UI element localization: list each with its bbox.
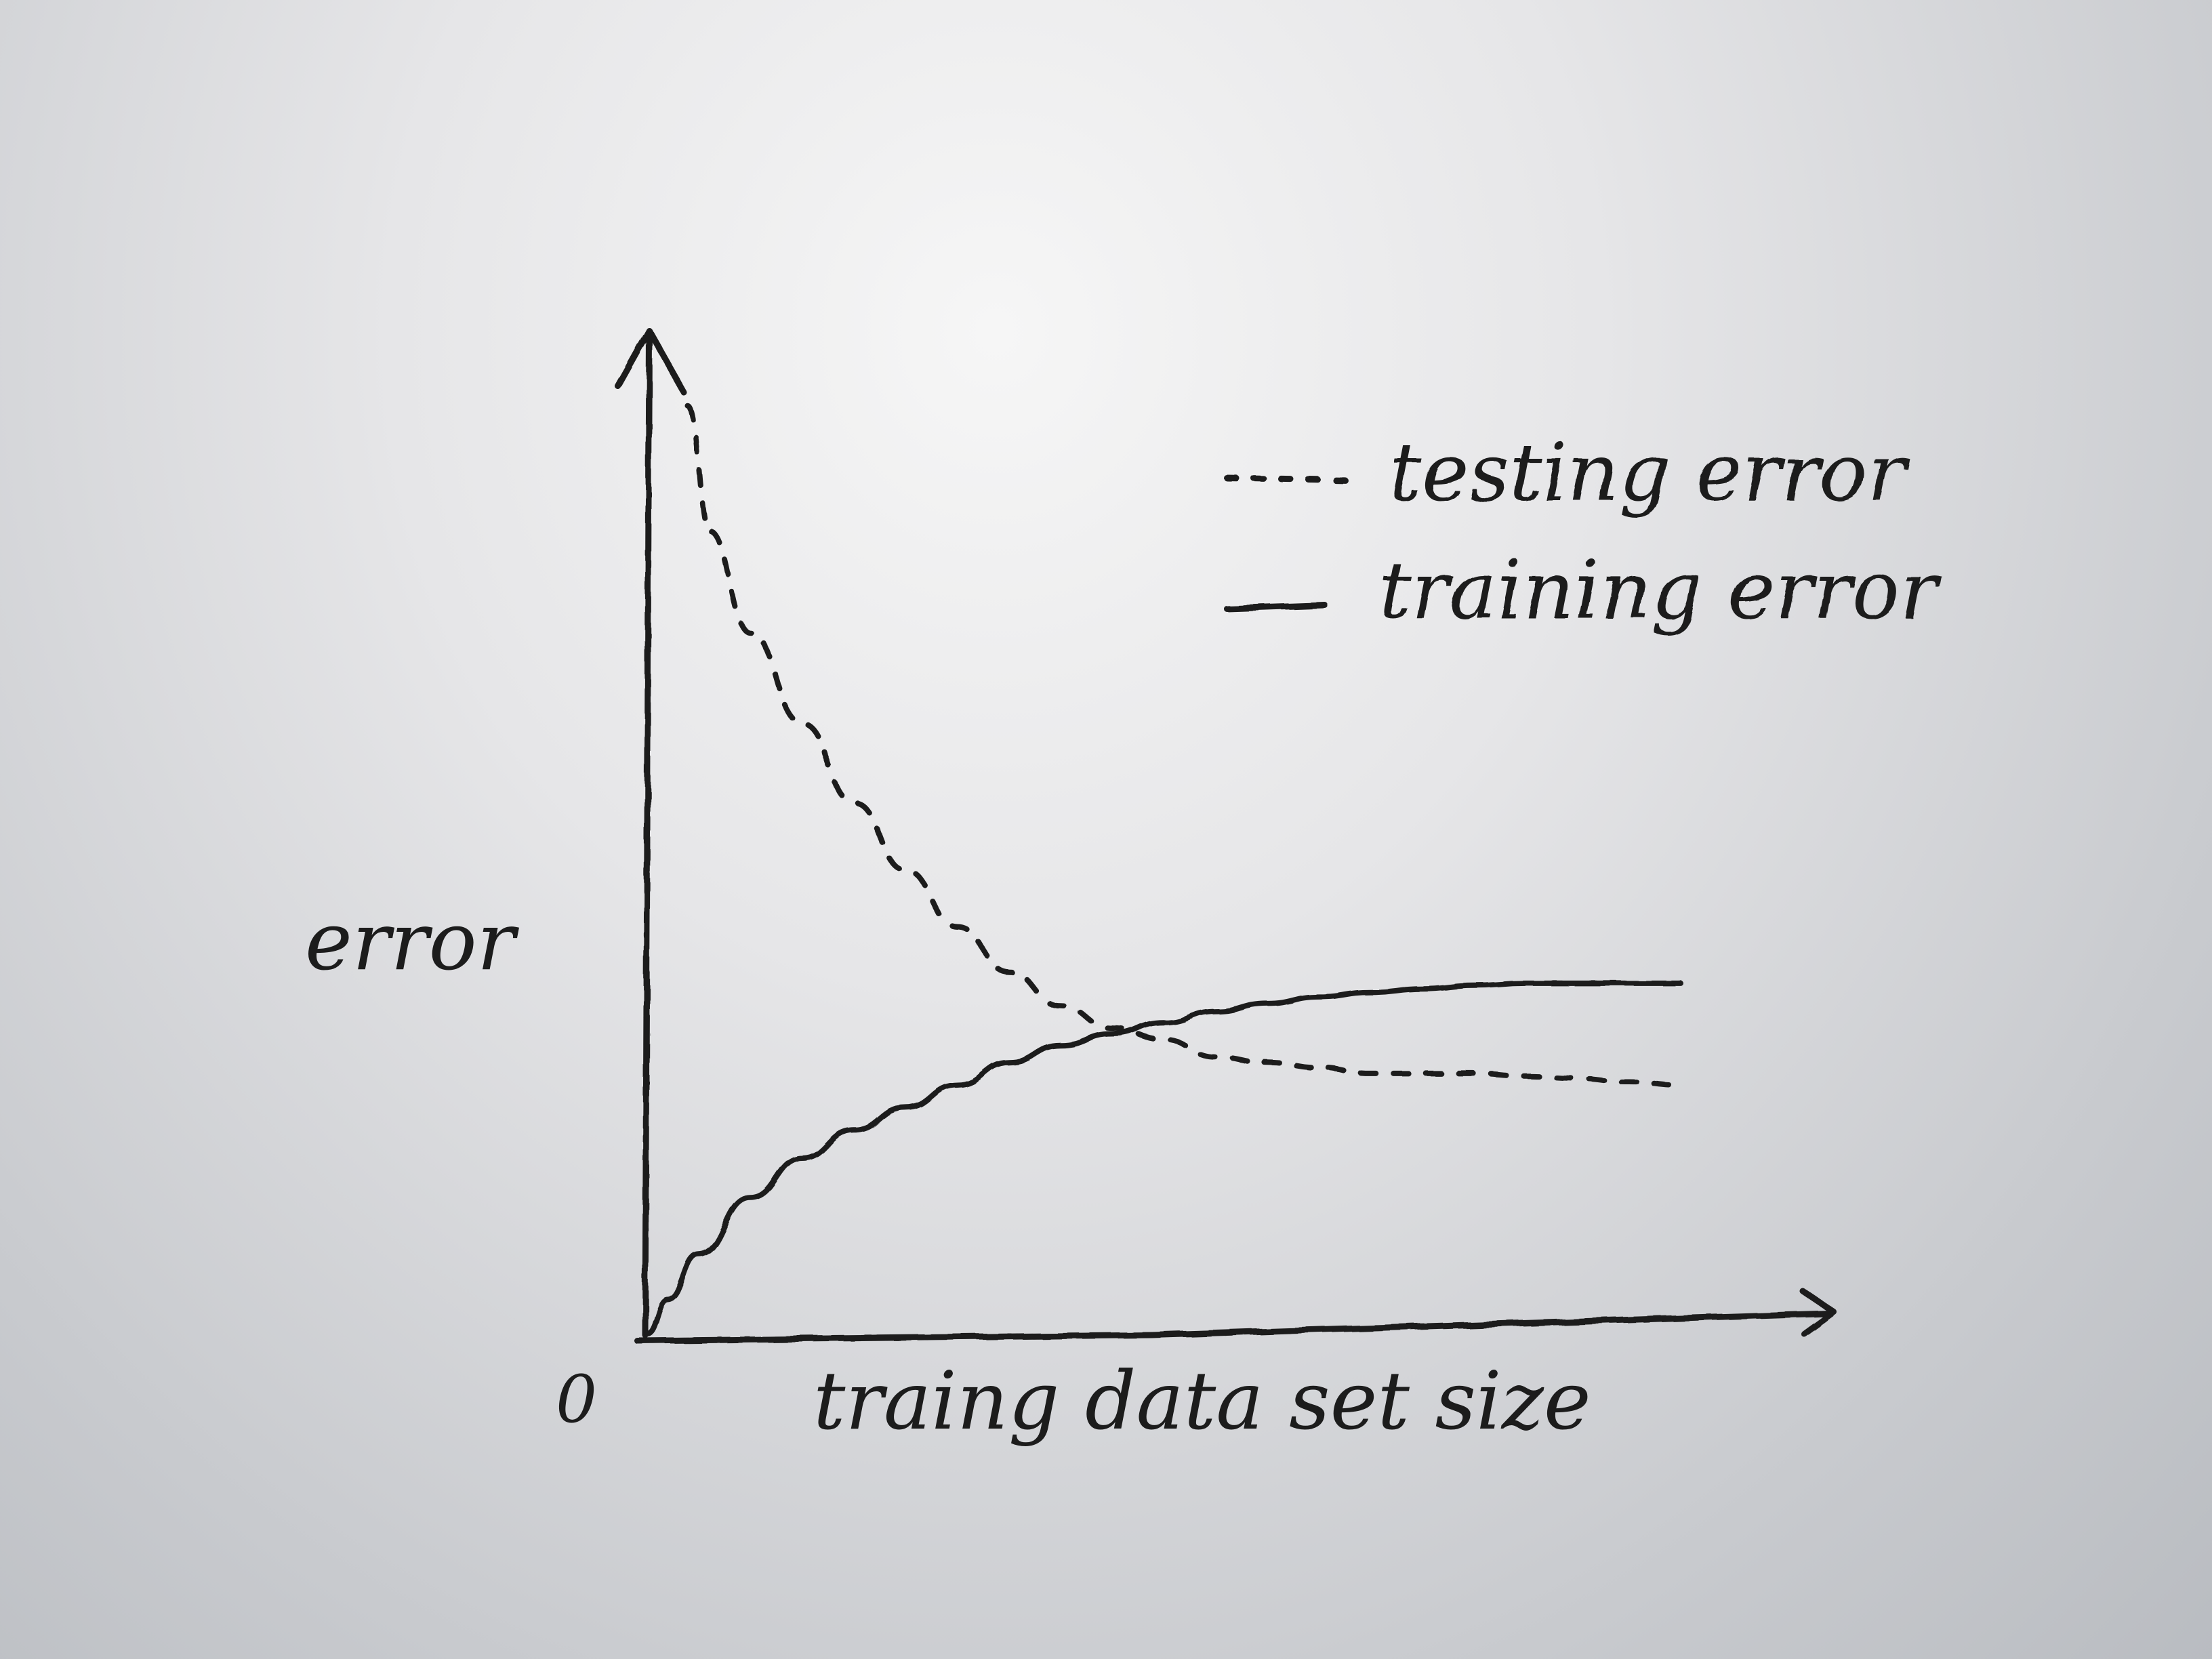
series-line-1 — [644, 980, 1683, 1336]
legend-label-testing-error: testing error — [1389, 426, 1910, 519]
y-axis-line — [642, 329, 653, 1338]
data-point-0-4 — [854, 802, 855, 803]
y-axis-arrow-icon — [615, 327, 688, 396]
series-group — [644, 404, 1683, 1336]
x-axis-line — [634, 1310, 1833, 1344]
data-point-0-18 — [1577, 1078, 1578, 1079]
data-point-0-5 — [905, 870, 906, 871]
legend-swatch-training-error — [1223, 602, 1328, 612]
y-axis-label: error — [305, 895, 520, 988]
origin-label: 0 — [556, 1361, 597, 1437]
legend-label-training-error: training error — [1379, 544, 1942, 637]
x-axis-label: traing data set size — [813, 1354, 1591, 1448]
legend: testing error training error — [1223, 426, 1942, 637]
legend-swatch-testing-error — [1223, 474, 1352, 483]
series-line-0 — [686, 404, 1683, 1088]
x-axis-arrow-icon — [1799, 1288, 1837, 1337]
axes — [615, 327, 1837, 1344]
